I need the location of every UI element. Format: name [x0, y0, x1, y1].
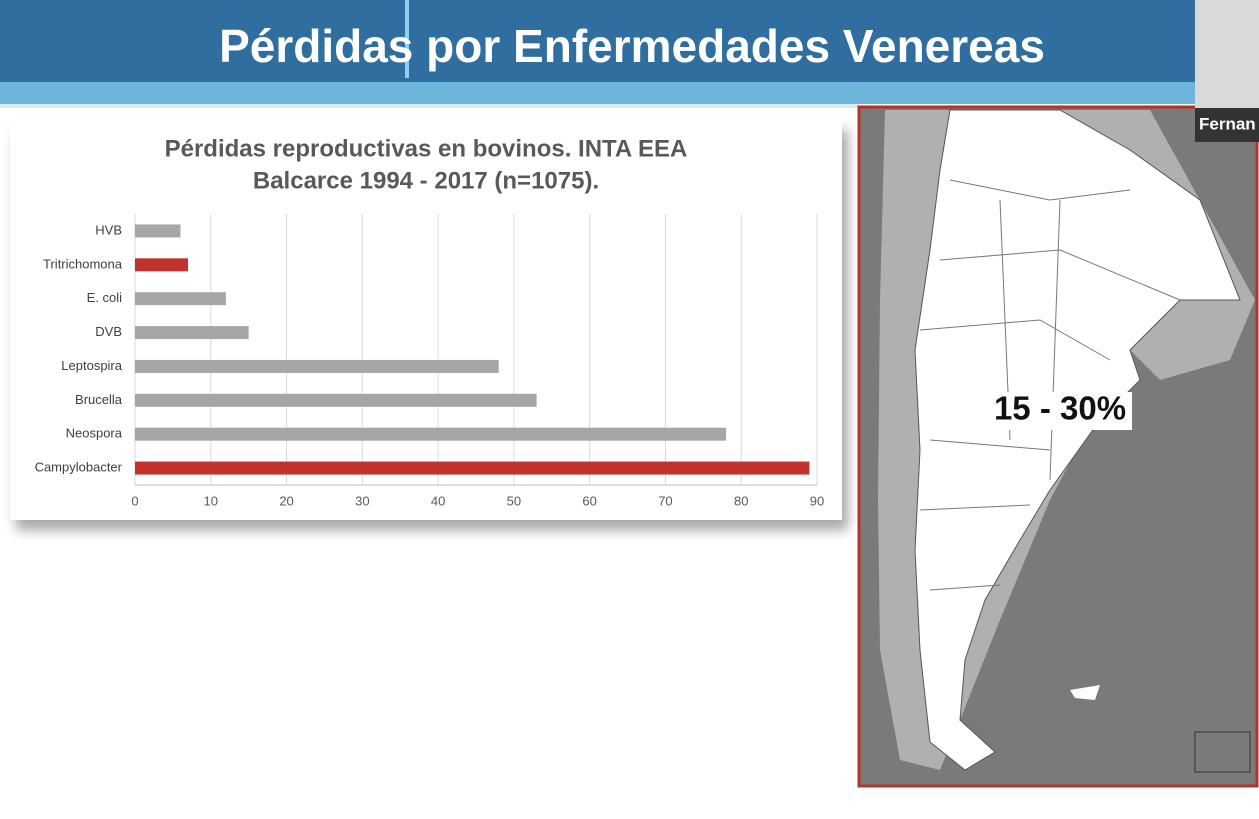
y-tick-label: E. coli [87, 290, 123, 305]
bar [135, 427, 727, 441]
slide-title: Pérdidas por Enfermedades Venereas [219, 20, 1045, 72]
header-stripe [0, 82, 1259, 104]
chart-title: Balcarce 1994 - 2017 (n=1075). [253, 167, 599, 194]
y-tick-label: Neospora [66, 426, 123, 441]
x-tick-label: 40 [431, 493, 445, 508]
chart: Pérdidas reproductivas en bovinos. INTA … [35, 135, 825, 508]
map-label: 15 - 30% [994, 390, 1126, 427]
bar [135, 326, 249, 340]
x-tick-label: 30 [355, 493, 369, 508]
x-tick-label: 20 [279, 493, 293, 508]
y-tick-label: Leptospira [61, 358, 122, 373]
chart-title: Pérdidas reproductivas en bovinos. INTA … [165, 135, 688, 162]
cursor-line [405, 0, 409, 78]
webcam-tile: Fernan [1195, 0, 1259, 142]
y-tick-label: Tritrichomona [43, 256, 123, 271]
map-label-box [962, 392, 1132, 430]
y-tick-label: Campylobacter [35, 460, 123, 475]
participant-name: Fernan [1199, 114, 1256, 133]
x-tick-label: 10 [204, 493, 218, 508]
x-tick-label: 90 [810, 493, 824, 508]
malvinas [1070, 685, 1100, 700]
header-band [0, 0, 1259, 82]
argentina-map [914, 109, 1241, 771]
bar [135, 359, 499, 373]
y-tick-label: Brucella [75, 392, 123, 407]
bar [135, 461, 810, 475]
bar [135, 258, 189, 272]
bar [135, 393, 537, 407]
chart-panel [10, 120, 842, 520]
x-tick-label: 80 [734, 493, 748, 508]
province-borders [919, 179, 1181, 591]
x-tick-label: 0 [131, 493, 138, 508]
y-tick-label: HVB [95, 222, 122, 237]
x-tick-label: 60 [582, 493, 596, 508]
bar [135, 292, 226, 306]
x-tick-label: 70 [658, 493, 672, 508]
map-scale [1194, 731, 1251, 773]
y-tick-label: DVB [95, 324, 122, 339]
name-bg [1195, 108, 1259, 142]
x-tick-label: 50 [507, 493, 521, 508]
header-line [0, 104, 860, 108]
bar [135, 224, 181, 238]
